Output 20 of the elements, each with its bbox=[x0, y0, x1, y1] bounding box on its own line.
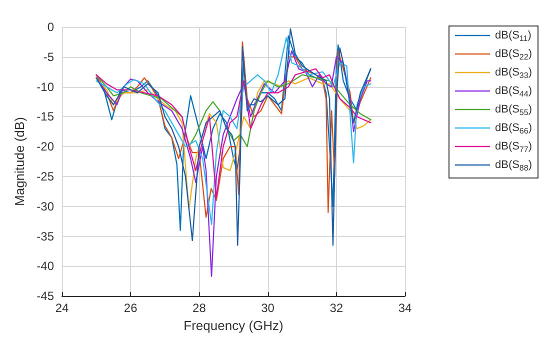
x-tick-label: 30 bbox=[261, 301, 275, 316]
y-tick-label: -15 bbox=[36, 110, 54, 124]
y-tick-label: -40 bbox=[36, 259, 54, 274]
y-tick-label: -25 bbox=[36, 170, 54, 184]
x-axis-title: Frequency (GHz) bbox=[184, 318, 284, 333]
x-tick-label: 34 bbox=[398, 301, 412, 316]
x-tick-label: 24 bbox=[55, 301, 69, 316]
y-tick-label: -5 bbox=[43, 50, 54, 64]
x-tick-label: 26 bbox=[124, 301, 138, 316]
y-tick-label: -20 bbox=[36, 140, 54, 154]
y-tick-label: -30 bbox=[36, 199, 54, 214]
x-tick-label: 32 bbox=[330, 301, 344, 316]
y-axis-title: Magnitude (dB) bbox=[12, 117, 27, 206]
y-tick-label: -10 bbox=[36, 80, 54, 94]
y-tick-label: -35 bbox=[36, 229, 54, 244]
y-tick-label: -45 bbox=[36, 289, 54, 304]
y-tick-label: 0 bbox=[47, 20, 54, 34]
x-tick-label: 28 bbox=[192, 301, 206, 316]
line-series bbox=[96, 74, 372, 148]
line-series bbox=[96, 50, 372, 277]
